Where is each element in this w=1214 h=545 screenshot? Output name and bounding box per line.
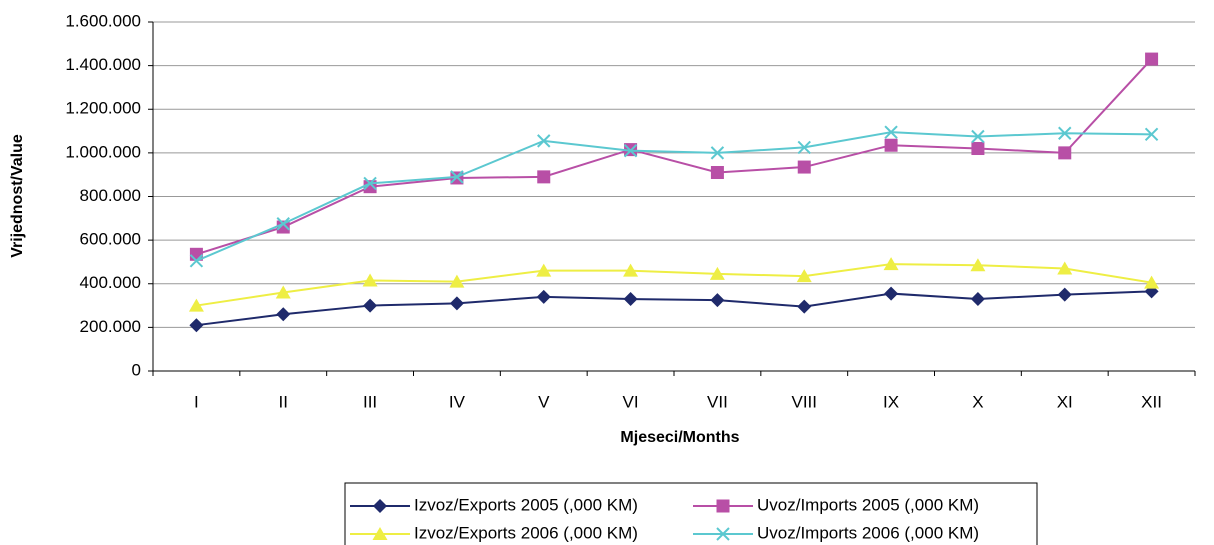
y-tick-label: 1.600.000	[65, 11, 141, 30]
marker	[537, 134, 551, 148]
legend-label: Izvoz/Exports 2006 (,000 KM)	[414, 523, 638, 542]
marker	[884, 125, 898, 139]
series-line	[196, 131, 1152, 262]
marker	[1058, 126, 1072, 140]
x-tick-label: XII	[1141, 392, 1162, 411]
marker	[1145, 52, 1159, 66]
x-axis-label: Mjeseci/Months	[620, 429, 739, 446]
marker	[710, 146, 725, 160]
marker	[797, 140, 811, 155]
x-tick-label: IV	[449, 392, 466, 411]
y-tick-label: 400.000	[80, 273, 141, 292]
legend-label: Uvoz/Imports 2006 (,000 KM)	[757, 523, 979, 542]
y-tick-label: 200.000	[80, 317, 141, 336]
marker	[1144, 127, 1159, 142]
marker	[276, 220, 290, 234]
y-tick-label: 600.000	[80, 230, 141, 249]
y-tick-label: 800.000	[80, 186, 141, 205]
marker	[372, 527, 388, 540]
marker	[276, 217, 290, 231]
marker	[970, 258, 986, 272]
y-tick-label: 0	[132, 360, 141, 379]
series-line	[196, 263, 1152, 307]
marker	[449, 296, 464, 311]
marker	[536, 263, 552, 277]
marker	[971, 142, 985, 156]
legend-label: Izvoz/Exports 2005 (,000 KM)	[414, 495, 638, 514]
marker	[797, 160, 811, 174]
marker	[536, 289, 551, 304]
x-tick-label: I	[194, 392, 199, 411]
marker	[1057, 287, 1072, 302]
marker	[710, 166, 724, 180]
series-line	[196, 58, 1153, 256]
marker	[363, 176, 377, 191]
marker	[189, 318, 204, 333]
legend-label: Uvoz/Imports 2005 (,000 KM)	[757, 495, 979, 514]
marker	[1058, 146, 1072, 160]
y-tick-label: 1.400.000	[65, 55, 141, 74]
marker	[189, 254, 204, 268]
x-tick-label: IX	[883, 392, 899, 411]
marker	[884, 286, 899, 301]
y-tick-label: 1.000.000	[65, 142, 141, 161]
marker	[709, 266, 725, 280]
marker	[970, 292, 985, 307]
marker	[537, 170, 551, 184]
marker	[188, 298, 204, 312]
marker	[971, 129, 985, 144]
marker	[363, 298, 378, 313]
y-axis-label: Vrijednost/Value	[9, 134, 26, 258]
marker	[449, 274, 465, 288]
marker	[796, 269, 812, 283]
marker	[1057, 261, 1073, 275]
x-tick-label: III	[363, 392, 377, 411]
series-line	[196, 290, 1152, 327]
x-tick-label: X	[972, 392, 983, 411]
marker	[716, 499, 730, 513]
x-tick-label: VI	[623, 392, 639, 411]
marker	[716, 527, 730, 541]
x-tick-label: XI	[1057, 392, 1073, 411]
marker	[710, 293, 725, 308]
marker	[1144, 275, 1160, 289]
marker	[797, 299, 812, 314]
marker	[884, 138, 898, 152]
marker	[623, 143, 638, 158]
x-tick-label: VII	[707, 392, 728, 411]
y-tick-label: 1.200.000	[65, 99, 141, 118]
x-tick-label: V	[538, 392, 550, 411]
legend-box	[344, 482, 1038, 545]
marker	[623, 292, 638, 307]
marker	[623, 263, 639, 277]
marker	[450, 170, 464, 184]
marker	[883, 257, 899, 271]
x-tick-label: II	[279, 392, 288, 411]
marker	[362, 273, 378, 287]
x-tick-label: VIII	[791, 392, 817, 411]
marker	[275, 285, 291, 299]
marker	[373, 499, 387, 513]
marker	[276, 307, 291, 322]
